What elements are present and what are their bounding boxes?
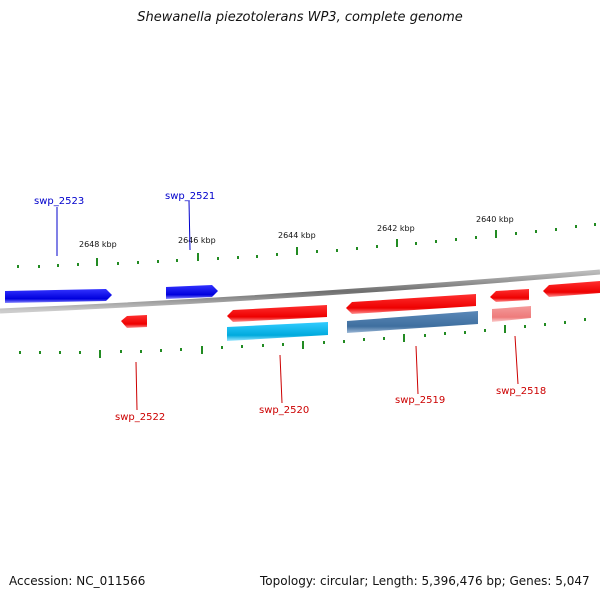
leader-swp-2519 bbox=[415, 345, 419, 395]
gene-arrow-partial-right[interactable] bbox=[543, 281, 600, 297]
genome-backbone bbox=[0, 269, 600, 314]
cds-feature-swp-2520[interactable] bbox=[227, 322, 328, 341]
gene-leader-lines bbox=[56, 200, 519, 411]
gene-arrow-swp-2522[interactable] bbox=[121, 315, 147, 328]
scale-labels: 2648 kbp 2646 kbp 2644 kbp 2642 kbp 2640… bbox=[79, 215, 514, 249]
scale-label-2646: 2646 kbp bbox=[178, 236, 216, 245]
inner-tick-ring bbox=[19, 318, 586, 358]
cds-feature-swp-2519[interactable] bbox=[347, 311, 478, 333]
gene-arrow-swp-2518[interactable] bbox=[490, 289, 529, 302]
gene-label-swp-2519[interactable]: swp_2519 bbox=[395, 395, 445, 406]
genome-summary-text: Topology: circular; Length: 5,396,476 bp… bbox=[260, 574, 590, 588]
gene-arrow-swp-2520[interactable] bbox=[227, 305, 327, 322]
feature-bars bbox=[227, 306, 531, 341]
gene-arrow-swp-2523[interactable] bbox=[5, 289, 112, 303]
rna-feature-swp-2518[interactable] bbox=[492, 306, 531, 322]
gene-labels: swp_2523 swp_2521 swp_2522 swp_2520 swp_… bbox=[34, 191, 546, 423]
accession-text: Accession: NC_011566 bbox=[9, 574, 146, 588]
plus-strand-genes bbox=[5, 285, 218, 303]
gene-label-swp-2520[interactable]: swp_2520 bbox=[259, 405, 309, 416]
gene-label-swp-2518[interactable]: swp_2518 bbox=[496, 386, 546, 397]
gene-arrow-swp-2521[interactable] bbox=[166, 285, 218, 299]
leader-swp-2522 bbox=[135, 361, 138, 411]
gene-label-swp-2523[interactable]: swp_2523 bbox=[34, 196, 84, 207]
leader-swp-2518 bbox=[514, 335, 519, 385]
scale-label-2642: 2642 kbp bbox=[377, 224, 415, 233]
gene-label-swp-2522[interactable]: swp_2522 bbox=[115, 412, 165, 423]
leader-swp-2520 bbox=[279, 354, 283, 404]
map-title: Shewanella piezotolerans WP3, complete g… bbox=[137, 10, 463, 25]
gene-label-swp-2521[interactable]: swp_2521 bbox=[165, 191, 215, 202]
scale-label-2640: 2640 kbp bbox=[476, 215, 514, 224]
scale-label-2648: 2648 kbp bbox=[79, 240, 117, 249]
outer-tick-ring bbox=[17, 223, 596, 268]
gene-arrow-swp-2519[interactable] bbox=[346, 294, 476, 314]
minus-strand-genes bbox=[121, 281, 600, 328]
scale-label-2644: 2644 kbp bbox=[278, 231, 316, 240]
leader-swp-2521 bbox=[188, 200, 191, 251]
